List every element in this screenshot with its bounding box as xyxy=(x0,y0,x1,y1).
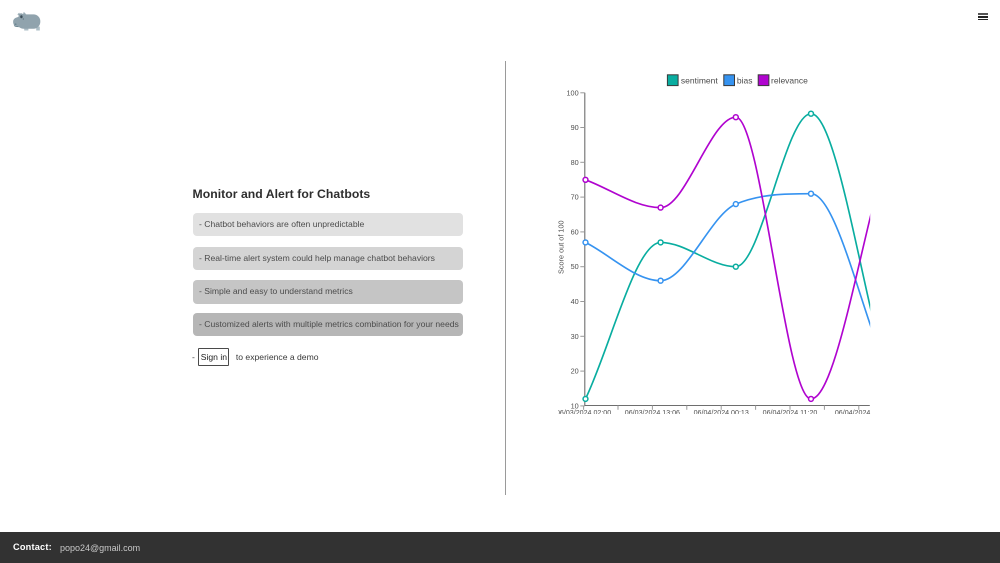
svg-text:40: 40 xyxy=(571,297,579,306)
svg-text:90: 90 xyxy=(571,123,579,132)
svg-text:60: 60 xyxy=(571,227,579,236)
svg-text:06/03/2024 13:06: 06/03/2024 13:06 xyxy=(625,409,680,417)
svg-text:10: 10 xyxy=(571,401,579,410)
svg-text:relevance: relevance xyxy=(771,75,808,85)
svg-text:06/04/2024 11:20: 06/04/2024 11:20 xyxy=(763,409,818,417)
svg-text:50: 50 xyxy=(571,262,579,271)
svg-text:70: 70 xyxy=(571,193,579,202)
svg-text:100: 100 xyxy=(567,88,579,97)
svg-text:20: 20 xyxy=(571,367,579,376)
svg-text:06/03/2024 02:00: 06/03/2024 02:00 xyxy=(556,409,611,417)
svg-text:30: 30 xyxy=(571,332,579,341)
svg-text:06/04/2024 00:13: 06/04/2024 00:13 xyxy=(694,409,749,417)
svg-text:80: 80 xyxy=(571,158,579,167)
svg-text:Score out of 100: Score out of 100 xyxy=(557,220,566,274)
svg-text:bias: bias xyxy=(737,75,753,85)
svg-text:06/04/2024: 06/04/2024 xyxy=(835,409,871,417)
svg-text:sentiment: sentiment xyxy=(681,75,718,85)
